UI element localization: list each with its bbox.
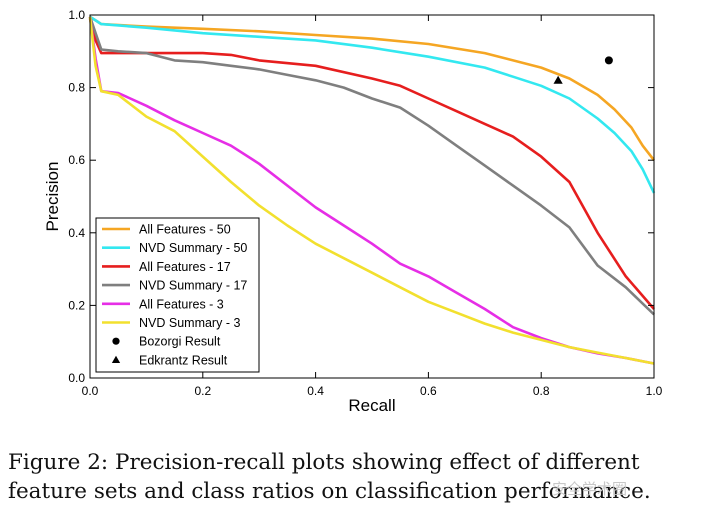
legend-box bbox=[95, 217, 260, 373]
x-axis-label: Recall bbox=[348, 396, 395, 415]
x-tick-label: 0.2 bbox=[194, 384, 211, 398]
plot-lines bbox=[88, 15, 656, 365]
watermark-text: 安全学术圈 bbox=[552, 480, 628, 498]
caption-line-1: Figure 2: Precision-recall plots showing… bbox=[8, 450, 640, 475]
plot-markers bbox=[553, 56, 613, 84]
y-axis-label: Precision bbox=[43, 162, 62, 232]
legend-label: All Features - 50 bbox=[139, 223, 231, 237]
legend-item-all-features-17: All Features - 17 bbox=[102, 260, 231, 274]
series-line-nvd-summary-50 bbox=[89, 15, 656, 194]
legend-label: All Features - 17 bbox=[139, 260, 231, 274]
legend-marker-bozorgi-result bbox=[112, 337, 120, 345]
precision-recall-chart: 0.0 0.2 0.4 0.6 0.8 1.0 0.0 0.2 0.4 0.6 0.8 1.0 Rec… bbox=[43, 8, 663, 415]
x-tick-label: 0.0 bbox=[82, 384, 99, 398]
x-tick-label: 0.8 bbox=[533, 384, 550, 398]
legend: All Features - 50 NVD Summary - 50 All Fea… bbox=[95, 217, 260, 373]
legend-item-bozorgi-result: Bozorgi Result bbox=[112, 335, 221, 349]
legend-label: NVD Summary - 17 bbox=[139, 279, 247, 293]
y-tick-label: 0.4 bbox=[68, 226, 85, 240]
legend-item-edkrantz-result: Edkrantz Result bbox=[111, 353, 228, 367]
axis-ticks: 0.0 0.2 0.4 0.6 0.8 1.0 0.0 0.2 0.4 0.6 0.8 1.0 bbox=[68, 8, 662, 398]
legend-label: NVD Summary - 50 bbox=[139, 241, 247, 255]
legend-label: NVD Summary - 3 bbox=[139, 316, 240, 330]
x-tick-label: 1.0 bbox=[646, 384, 663, 398]
legend-item-nvd-summary-50: NVD Summary - 50 bbox=[102, 241, 247, 255]
legend-item-nvd-summary-3: NVD Summary - 3 bbox=[102, 316, 240, 330]
marker-edkrantz-result bbox=[553, 75, 563, 84]
legend-label: Bozorgi Result bbox=[139, 335, 221, 349]
series-line-nvd-summary-3 bbox=[88, 16, 655, 365]
y-tick-label: 0.0 bbox=[68, 371, 85, 385]
x-tick-label: 0.6 bbox=[420, 384, 437, 398]
plot-frame bbox=[89, 14, 655, 379]
legend-item-all-features-50: All Features - 50 bbox=[102, 223, 231, 237]
marker-bozorgi-result bbox=[604, 56, 613, 65]
legend-label: Edkrantz Result bbox=[139, 353, 228, 367]
series-line-all-features-50 bbox=[89, 15, 656, 161]
legend-item-nvd-summary-17: NVD Summary - 17 bbox=[102, 279, 247, 293]
legend-item-all-features-3: All Features - 3 bbox=[102, 297, 224, 311]
series-line-nvd-summary-17 bbox=[88, 16, 655, 316]
figure-caption: Figure 2: Precision-recall plots showing… bbox=[8, 448, 704, 506]
y-tick-label: 1.0 bbox=[68, 8, 85, 22]
y-tick-label: 0.8 bbox=[68, 81, 85, 95]
caption-line-2: feature sets and class ratios on classif… bbox=[8, 479, 651, 504]
x-tick-label: 0.4 bbox=[307, 384, 324, 398]
legend-label: All Features - 3 bbox=[139, 297, 224, 311]
y-tick-label: 0.6 bbox=[68, 153, 85, 167]
y-tick-label: 0.2 bbox=[68, 298, 85, 312]
legend-marker-edkrantz-result bbox=[111, 355, 121, 364]
